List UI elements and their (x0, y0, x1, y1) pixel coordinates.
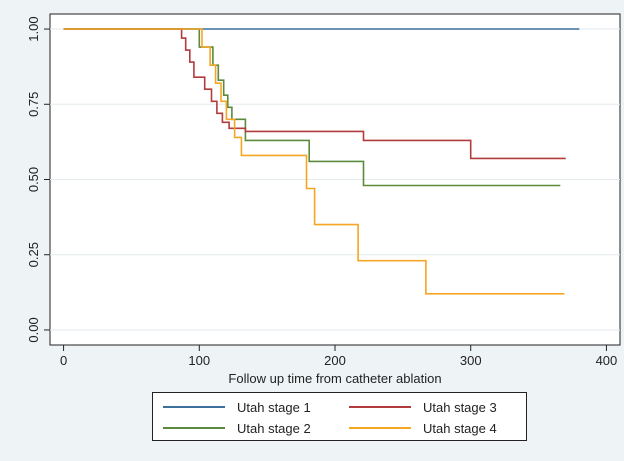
x-tick-label: 400 (596, 353, 618, 368)
x-tick-label: 300 (460, 353, 482, 368)
x-axis-title: Follow up time from catheter ablation (228, 371, 441, 386)
legend-swatch (163, 427, 225, 429)
series-line-utah-stage-4 (63, 28, 565, 295)
legend-label: Utah stage 3 (423, 399, 497, 415)
legend-swatch (349, 427, 411, 429)
legend-swatch (163, 406, 225, 408)
x-tick-label: 100 (188, 353, 210, 368)
series-line-utah-stage-3 (63, 28, 566, 160)
legend-item: Utah stage 2 (163, 418, 311, 438)
axes: 0.00 0.25 0.50 0.75 1.00 0 100 200 300 400 (26, 16, 617, 368)
y-tick-label: 0.00 (26, 317, 41, 342)
x-tick-label: 0 (60, 353, 67, 368)
series-lines (63, 28, 580, 295)
y-tick-label: 1.00 (26, 16, 41, 41)
y-tick-label: 0.25 (26, 242, 41, 267)
x-tick-label: 200 (324, 353, 346, 368)
y-tick-label: 0.50 (26, 167, 41, 192)
legend-label: Utah stage 4 (423, 420, 497, 436)
legend-item: Utah stage 3 (349, 397, 497, 417)
legend-item: Utah stage 4 (349, 418, 497, 438)
y-tick-label: 0.75 (26, 92, 41, 117)
legend-swatch (349, 406, 411, 408)
legend: Utah stage 1 Utah stage 3 Utah stage 2 U… (152, 392, 527, 441)
series-line-utah-stage-2 (63, 28, 561, 187)
legend-label: Utah stage 2 (237, 420, 311, 436)
legend-item: Utah stage 1 (163, 397, 311, 417)
chart-svg: 0.00 0.25 0.50 0.75 1.00 0 100 200 300 400 Follow… (26, 13, 621, 386)
legend-label: Utah stage 1 (237, 399, 311, 415)
